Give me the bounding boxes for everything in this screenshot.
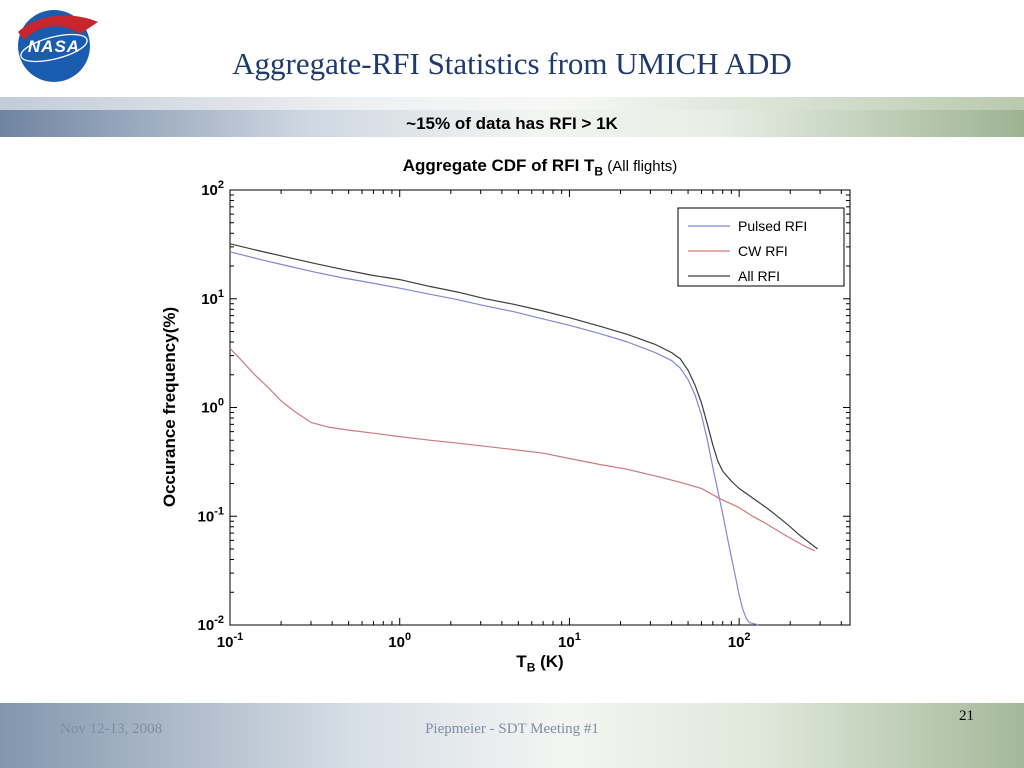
x-axis-label-main: T <box>516 652 527 671</box>
chart-title-suffix: (All flights) <box>603 158 678 175</box>
legend-label: CW RFI <box>738 243 788 259</box>
y-tick-label: 100 <box>201 397 224 417</box>
footer-date: Nov 12-13, 2008 <box>60 721 163 737</box>
curve-cw-rfi <box>229 347 816 552</box>
header-divider-strip <box>0 97 1024 110</box>
x-axis-label-suffix: (K) <box>535 652 564 671</box>
footer-center-text: Piepmeier - SDT Meeting #1 <box>425 721 599 737</box>
banner: ~15% of data has RFI > 1K <box>0 110 1024 137</box>
x-axis-label-subscript: B <box>526 660 536 675</box>
chart-title-subscript: B <box>594 164 604 179</box>
y-tick-label: 101 <box>201 288 224 308</box>
y-tick-label: 10-1 <box>198 505 224 525</box>
page-title: Aggregate-RFI Statistics from UMICH ADD <box>232 46 792 81</box>
nasa-logo-text: NASA <box>28 37 80 56</box>
x-axis-label: TB (K) <box>230 652 850 674</box>
chart-title-main: Aggregate CDF of RFI T <box>402 156 595 175</box>
x-tick-label: 102 <box>728 631 751 651</box>
nasa-logo-swoosh <box>18 15 98 40</box>
page-number: 21 <box>959 708 974 724</box>
curve-all-rfi <box>229 243 818 550</box>
nasa-logo-orbit <box>20 33 88 63</box>
curve-pulsed-rfi <box>229 251 759 626</box>
legend-label: All RFI <box>738 268 780 284</box>
x-tick-label: 10-1 <box>217 631 243 651</box>
y-tick-label: 102 <box>201 179 224 199</box>
x-tick-label: 101 <box>558 631 581 651</box>
chart-title: Aggregate CDF of RFI TB (All flights) <box>230 156 850 178</box>
legend-label: Pulsed RFI <box>738 218 807 234</box>
footer: Nov 12-13, 2008 Piepmeier - SDT Meeting … <box>0 703 1024 768</box>
y-tick-label: 10-2 <box>198 614 224 634</box>
legend-box <box>677 207 845 287</box>
nasa-logo: NASA <box>18 10 98 82</box>
x-tick-label: 100 <box>388 631 411 651</box>
